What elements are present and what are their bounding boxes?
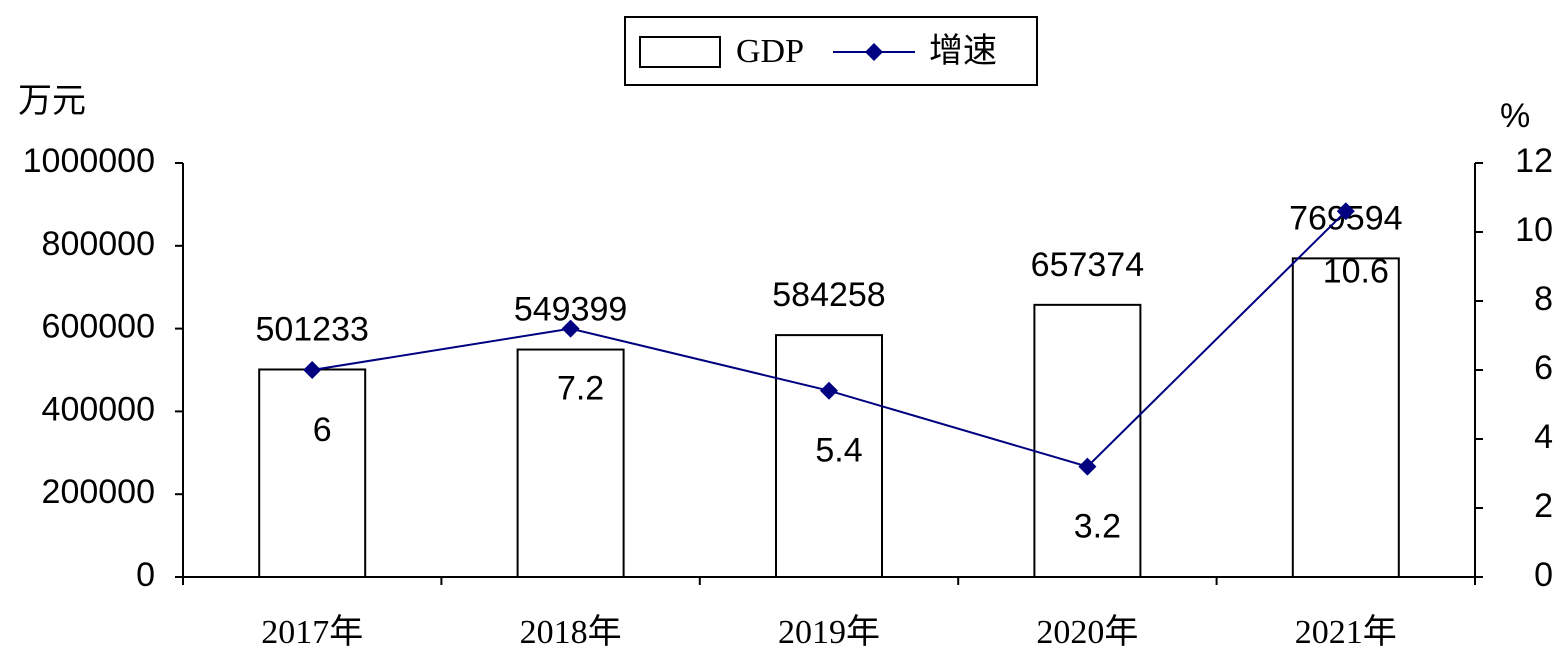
bar [516, 348, 625, 579]
y2-tick-label: 12 [1515, 142, 1553, 180]
legend-marker [865, 43, 883, 61]
line-value-label: 3.2 [1074, 508, 1121, 546]
x-tick-label: 2017年 [261, 613, 363, 651]
line-value-label: 5.4 [815, 432, 862, 470]
line-marker [1078, 457, 1097, 476]
x-tick-label: 2021年 [1295, 613, 1397, 651]
y-tick-label: 0 [136, 556, 155, 594]
line-value-label: 10.6 [1323, 252, 1389, 290]
y2-tick-label: 10 [1515, 211, 1553, 249]
bar [775, 334, 883, 578]
y2-tick-label: 8 [1534, 280, 1553, 318]
y-tick-label: 800000 [42, 225, 155, 263]
line-value-label: 7.2 [557, 370, 604, 408]
line-marker [820, 381, 838, 400]
legend-label: GDP [736, 33, 804, 70]
x-tick-label: 2018年 [520, 613, 622, 651]
x-tick-label: 2019年 [778, 613, 880, 651]
bar-value-label: 584258 [772, 276, 885, 314]
legend-label: 增速 [929, 32, 997, 70]
bar [258, 368, 367, 578]
y-tick-label: 600000 [42, 308, 155, 346]
y-tick-label: 1000000 [23, 142, 155, 180]
line-marker [1336, 202, 1355, 221]
bar [1291, 257, 1400, 578]
y2-tick-label: 2 [1534, 487, 1553, 525]
y-tick-label: 400000 [42, 390, 155, 428]
line-value-label: 6 [313, 411, 332, 449]
line-marker [303, 361, 322, 379]
bar-value-label: 657374 [1031, 246, 1144, 284]
bar-value-label: 501233 [255, 310, 368, 348]
y2-tick-label: 4 [1534, 418, 1553, 456]
y2-tick-label: 6 [1534, 349, 1553, 387]
y-tick-label: 200000 [42, 473, 155, 511]
line-marker [561, 319, 580, 338]
y2-axis-label: % [1500, 97, 1530, 135]
y2-tick-label: 0 [1534, 556, 1553, 594]
y-axis-label: 万元 [18, 82, 86, 120]
bar [1033, 303, 1142, 578]
legend-swatch [639, 36, 721, 68]
x-tick-label: 2020年 [1036, 613, 1138, 651]
